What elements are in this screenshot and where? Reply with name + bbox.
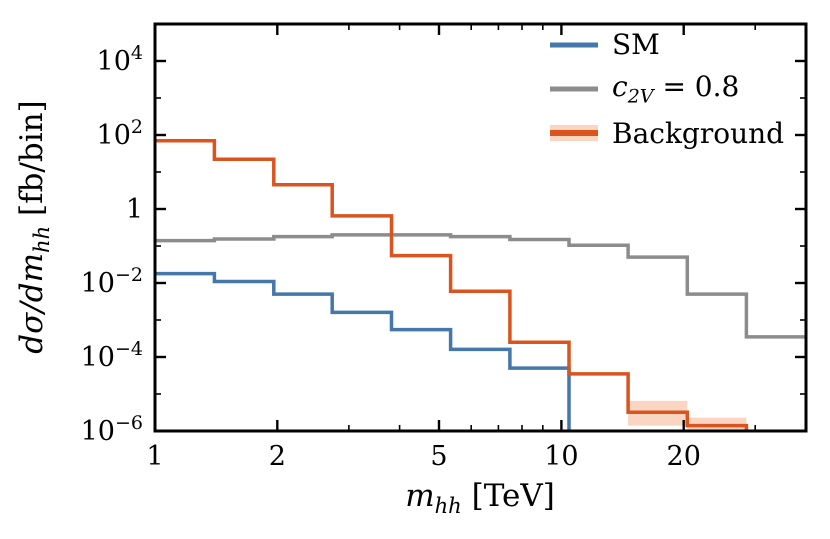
legend-item: Background: [550, 117, 784, 150]
legend-label: c2V = 0.8: [612, 70, 740, 108]
legend-swatch-line: [550, 81, 598, 97]
legend-label: SM: [612, 28, 660, 61]
svg-text:2: 2: [269, 441, 286, 472]
svg-text:1: 1: [126, 194, 143, 225]
svg-text:102: 102: [97, 116, 143, 151]
legend-label: Background: [612, 116, 785, 150]
legend-line-icon: [550, 42, 598, 47]
legend: SM c2V = 0.8 Background: [550, 28, 784, 150]
y-axis-label-sub: hh: [29, 225, 55, 253]
svg-text:104: 104: [97, 42, 143, 77]
legend-swatch-band: [550, 125, 598, 142]
legend-item: SM: [550, 28, 784, 61]
legend-line-icon: [550, 130, 598, 137]
y-axis-label-math: dσ/dm: [13, 252, 50, 354]
svg-text:5: 5: [430, 441, 447, 472]
y-axis-label: dσ/dmhh [fb/bin]: [14, 100, 54, 353]
svg-text:1: 1: [146, 441, 163, 472]
legend-swatch-line: [550, 37, 598, 53]
x-axis-label: mhh [TeV]: [405, 478, 555, 518]
legend-line-icon: [550, 86, 598, 92]
svg-text:20: 20: [667, 441, 701, 472]
x-axis-label-sub: hh: [434, 493, 462, 519]
x-axis-label-unit: [TeV]: [461, 478, 555, 514]
x-axis-label-math: m: [405, 478, 435, 514]
y-axis-label-unit: [fb/bin]: [13, 100, 50, 226]
legend-item: c2V = 0.8: [550, 70, 784, 108]
svg-text:10: 10: [544, 441, 578, 472]
